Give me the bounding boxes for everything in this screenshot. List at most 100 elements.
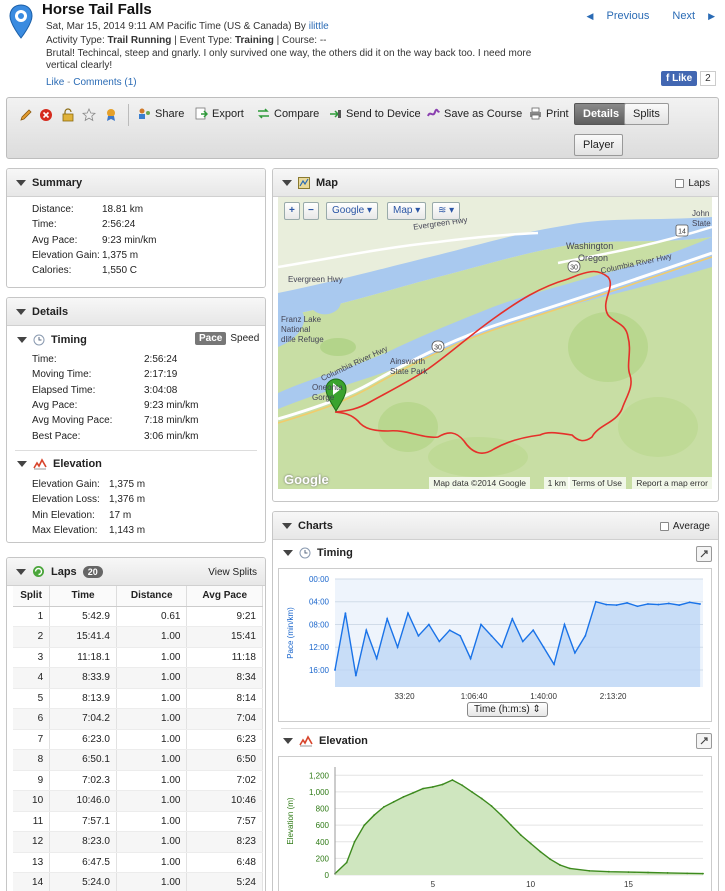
map-label-national: National: [281, 325, 311, 334]
zoom-in-button[interactable]: +: [284, 202, 300, 220]
star-icon[interactable]: [82, 108, 96, 122]
laps-table-cell: 7: [13, 729, 51, 750]
map-provider-select[interactable]: Google ▾: [326, 202, 379, 220]
timing-subheader[interactable]: Timing: [17, 334, 87, 346]
highway-30-shield-icon: 30: [567, 260, 581, 273]
laps-table-cell: 8:23.0: [49, 831, 117, 853]
export-button[interactable]: Export: [195, 107, 244, 120]
map-label-oneonta: Oneonta: [312, 383, 343, 392]
elevation-point: [392, 800, 395, 803]
time-axis-select[interactable]: Time (h:m:s) ⇕: [467, 702, 548, 717]
laps-column-header[interactable]: Split: [13, 586, 51, 607]
summary-header[interactable]: Summary: [7, 169, 265, 197]
google-logo[interactable]: Google: [284, 472, 329, 487]
route-map[interactable]: 30 30 14 Evergreen Hwy Evergreen Hwy Was…: [278, 197, 712, 489]
elevation-area: [335, 780, 703, 875]
facebook-like-widget[interactable]: f Like 2: [661, 71, 716, 86]
stat-label: Elevation Gain:: [32, 479, 100, 490]
expand-elevation-chart-button[interactable]: [696, 733, 712, 749]
stat-value: 3:04:08: [144, 384, 178, 396]
laps-table-cell: 10: [13, 790, 51, 812]
laps-table-row[interactable]: 5 8:13.9 1.00 8:14: [13, 688, 263, 709]
laps-table-cell: 6:23: [186, 729, 263, 750]
elevation-chart-header[interactable]: Elevation: [283, 735, 368, 747]
expand-timing-chart-button[interactable]: [696, 546, 712, 562]
laps-checkbox[interactable]: Laps: [675, 178, 710, 189]
map-scale: 1 km: [543, 477, 570, 489]
badge-icon[interactable]: [104, 108, 118, 122]
like-link[interactable]: Like: [46, 77, 65, 88]
laps-column-header[interactable]: Avg Pace: [186, 586, 263, 607]
pace-toggle[interactable]: Pace: [195, 332, 227, 345]
laps-table-cell: 14: [13, 872, 51, 891]
edit-pencil-icon[interactable]: [19, 108, 33, 122]
stat-value: 2:56:24: [144, 354, 178, 365]
laps-table-row[interactable]: 2 15:41.4 1.00 15:41: [13, 626, 263, 648]
laps-column-header[interactable]: Time: [49, 586, 117, 607]
share-button[interactable]: Share: [138, 107, 184, 120]
laps-table-cell: 6:48: [186, 852, 263, 873]
laps-table-row[interactable]: 3 11:18.1 1.00 11:18: [13, 647, 263, 668]
average-checkbox[interactable]: Average: [659, 521, 710, 532]
start-marker-icon[interactable]: [325, 378, 347, 412]
laps-count-badge: 20: [82, 565, 103, 578]
laps-table-row[interactable]: 11 7:57.1 1.00 7:57: [13, 811, 263, 832]
laps-table-row[interactable]: 4 8:33.9 1.00 8:34: [13, 667, 263, 689]
collapse-triangle-icon: [283, 550, 293, 556]
timing-chart-header[interactable]: Timing: [283, 547, 353, 559]
map-terms-link[interactable]: Terms of Use: [567, 477, 626, 489]
date-text: Sat, Mar 15, 2014 9:11 AM Pacific Time (…: [46, 21, 306, 32]
laps-table-row[interactable]: 10 10:46.0 1.00 10:46: [13, 790, 263, 812]
speed-toggle[interactable]: Speed: [230, 333, 260, 344]
facebook-like-button[interactable]: f Like: [661, 71, 698, 86]
send-to-device-button[interactable]: Send to Device: [329, 107, 421, 120]
save-as-course-button[interactable]: Save as Course: [427, 107, 522, 120]
charts-divider: [281, 728, 710, 729]
laps-table-row[interactable]: 7 6:23.0 1.00 6:23: [13, 729, 263, 750]
elevation-subheader[interactable]: Elevation: [17, 458, 102, 470]
clock-icon: [33, 334, 45, 346]
comments-link[interactable]: Comments (1): [73, 77, 137, 88]
laps-table-row[interactable]: 14 5:24.0 1.00 5:24: [13, 872, 263, 891]
print-button[interactable]: Print: [529, 107, 569, 120]
elevation-y-tick: 1,200: [309, 771, 330, 780]
details-divider: [15, 450, 257, 451]
laps-table-row[interactable]: 1 5:42.9 0.61 9:21: [13, 606, 263, 627]
charts-header[interactable]: Charts Average: [273, 512, 718, 540]
laps-table-row[interactable]: 9 7:02.3 1.00 7:02: [13, 770, 263, 791]
tab-details[interactable]: Details: [574, 103, 629, 125]
laps-table-row[interactable]: 6 7:04.2 1.00 7:04: [13, 708, 263, 730]
laps-table-row[interactable]: 12 8:23.0 1.00 8:23: [13, 831, 263, 853]
laps-table-cell: 6:47.5: [49, 852, 117, 873]
highway-30-text-2: 30: [434, 345, 442, 352]
tab-splits[interactable]: Splits: [624, 103, 669, 125]
map-layers-select[interactable]: ≋ ▾: [432, 202, 461, 220]
map-type-select[interactable]: Map ▾: [387, 202, 427, 220]
map-header[interactable]: Map Laps: [273, 169, 718, 197]
map-canvas[interactable]: 30 30 14: [278, 197, 712, 489]
timing-x-tick: 1:40:00: [530, 692, 557, 701]
details-header[interactable]: Details: [7, 298, 265, 326]
map-report-link[interactable]: Report a map error: [632, 477, 712, 489]
activity-date-line: Sat, Mar 15, 2014 9:11 AM Pacific Time (…: [46, 21, 329, 32]
previous-link[interactable]: ◀ Previous: [577, 10, 650, 22]
laps-table-cell: 1.00: [116, 770, 188, 791]
lock-icon[interactable]: [61, 108, 75, 122]
timing-point: [605, 603, 608, 606]
view-splits-link[interactable]: View Splits: [208, 567, 257, 578]
next-link[interactable]: Next ▶: [662, 10, 715, 22]
author-link[interactable]: ilittle: [308, 21, 329, 32]
zoom-out-button[interactable]: −: [303, 202, 319, 220]
prev-next-nav: ◀ Previous Next ▶: [567, 10, 715, 22]
laps-table-cell: 11:18.1: [49, 647, 117, 668]
laps-column-header[interactable]: Distance: [116, 586, 188, 607]
stat-value: 17 m: [109, 509, 132, 521]
delete-icon[interactable]: [39, 108, 53, 122]
laps-table-row[interactable]: 8 6:50.1 1.00 6:50: [13, 749, 263, 771]
elevation-point: [402, 796, 405, 798]
collapse-triangle-icon: [17, 337, 27, 343]
compare-button[interactable]: Compare: [257, 107, 319, 120]
laps-header[interactable]: Laps 20 View Splits: [7, 558, 265, 586]
player-button[interactable]: Player: [574, 134, 624, 156]
laps-table-row[interactable]: 13 6:47.5 1.00 6:48: [13, 852, 263, 873]
